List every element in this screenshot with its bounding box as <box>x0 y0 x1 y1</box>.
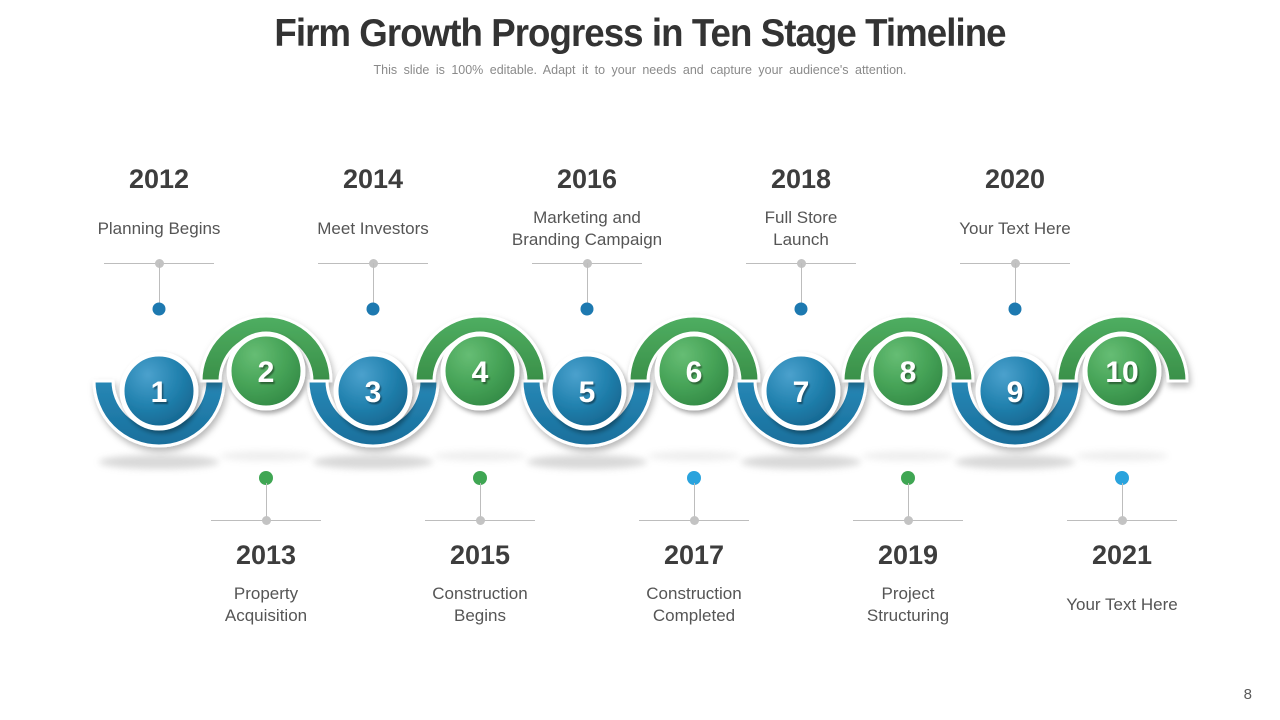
stage-description: Construction Begins <box>432 583 528 625</box>
connector-line <box>1067 515 1177 525</box>
year-label: 2014 <box>342 164 404 194</box>
stage-circle-2: 2 <box>226 331 306 411</box>
stage-number: 8 <box>900 356 917 389</box>
stage-description: Planning Begins <box>97 218 221 238</box>
marker-dot <box>794 302 808 316</box>
stage-description: Marketing and Branding Campaign <box>511 207 663 249</box>
connector-line <box>425 515 535 525</box>
year-label: 2018 <box>770 164 832 194</box>
marker-dot <box>580 302 594 316</box>
stage-number: 1 <box>151 376 168 409</box>
connector-line <box>211 515 321 525</box>
year-label: 2015 <box>449 540 511 570</box>
marker-dot <box>687 471 701 485</box>
connector-stem <box>1014 263 1016 303</box>
stage-number: 9 <box>1007 376 1024 409</box>
connector-stem <box>158 263 160 303</box>
connector-line <box>853 515 963 525</box>
marker-dot <box>366 302 380 316</box>
stage-circle-8: 8 <box>868 331 948 411</box>
marker-dot <box>152 302 166 316</box>
stage-description: Property Acquisition <box>224 583 308 625</box>
stage-number: 7 <box>793 376 810 409</box>
stage-circles: 1 2 3 4 5 6 7 8 9 10 <box>119 331 1162 431</box>
stage-description: Your Text Here <box>1066 594 1178 614</box>
connector-stem <box>693 483 695 520</box>
year-label: 2019 <box>877 540 939 570</box>
connector-stem <box>586 263 588 303</box>
timeline-wave: 1 2 3 4 5 6 7 8 9 10 <box>92 314 1189 469</box>
stage-description: Full Store Launch <box>764 207 838 249</box>
marker-dot <box>1115 471 1129 485</box>
year-label: 2013 <box>235 540 297 570</box>
stage-description: Construction Completed <box>646 583 742 625</box>
stage-number: 3 <box>365 376 382 409</box>
stage-description: Meet Investors <box>317 218 429 238</box>
stage-circle-3: 3 <box>333 351 413 431</box>
year-label: 2017 <box>663 540 725 570</box>
stage-number: 10 <box>1105 356 1138 389</box>
stage-circle-1: 1 <box>119 351 199 431</box>
connector-stem <box>265 483 267 520</box>
stage-circle-4: 4 <box>440 331 520 411</box>
connector-mid-dot <box>903 515 913 525</box>
stage-circle-6: 6 <box>654 331 734 411</box>
connector-mid-dot <box>689 515 699 525</box>
stage-description: Project Structuring <box>866 583 950 625</box>
slide-title: Firm Growth Progress in Ten Stage Timeli… <box>274 12 1006 55</box>
connector-stem <box>1121 483 1123 520</box>
stage-number: 4 <box>472 356 489 389</box>
stage-number: 2 <box>258 356 275 389</box>
year-label: 2021 <box>1091 540 1153 570</box>
connector-line <box>639 515 749 525</box>
page-number: 8 <box>1243 686 1252 703</box>
connector-stem <box>907 483 909 520</box>
marker-dot <box>901 471 915 485</box>
ground-shadows <box>99 451 1168 469</box>
stage-circle-10: 10 <box>1082 331 1162 411</box>
connector-stem <box>800 263 802 303</box>
year-label: 2020 <box>984 164 1046 194</box>
stage-circle-5: 5 <box>547 351 627 431</box>
connector-mid-dot <box>1117 515 1127 525</box>
stage-circle-9: 9 <box>975 351 1055 431</box>
slide-subtitle: This slide is 100% editable. Adapt it to… <box>373 63 907 77</box>
marker-dot <box>473 471 487 485</box>
stage-description: Your Text Here <box>959 218 1071 238</box>
year-label: 2012 <box>128 164 190 194</box>
marker-dot <box>1008 302 1022 316</box>
marker-dot <box>259 471 273 485</box>
connector-stem <box>479 483 481 520</box>
stage-circle-7: 7 <box>761 351 841 431</box>
year-label: 2016 <box>556 164 618 194</box>
connector-mid-dot <box>261 515 271 525</box>
connector-mid-dot <box>475 515 485 525</box>
stage-number: 6 <box>686 356 703 389</box>
stage-number: 5 <box>579 376 596 409</box>
connector-stem <box>372 263 374 303</box>
